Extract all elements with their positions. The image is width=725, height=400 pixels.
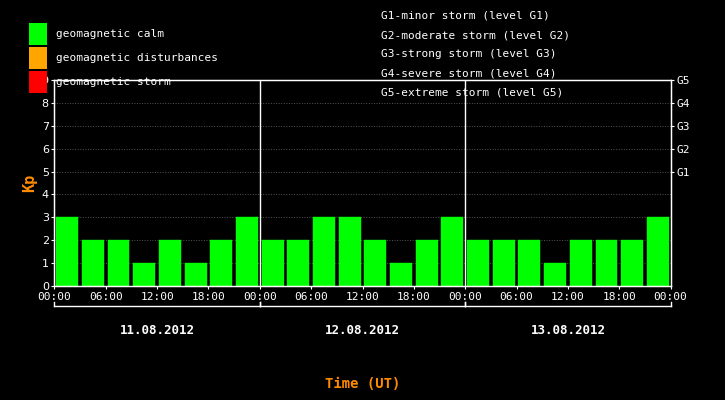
Bar <box>159 240 181 286</box>
Bar <box>493 240 515 286</box>
Bar <box>544 263 566 286</box>
Text: 13.08.2012: 13.08.2012 <box>531 324 605 336</box>
Text: 11.08.2012: 11.08.2012 <box>120 324 194 336</box>
Bar <box>313 217 335 286</box>
Bar <box>442 217 463 286</box>
Bar <box>390 263 412 286</box>
Bar <box>621 240 643 286</box>
Bar <box>210 240 232 286</box>
Bar <box>595 240 618 286</box>
Bar <box>365 240 386 286</box>
Text: G1-minor storm (level G1): G1-minor storm (level G1) <box>381 11 550 21</box>
Bar <box>236 217 258 286</box>
Text: geomagnetic calm: geomagnetic calm <box>56 29 164 39</box>
Text: 12.08.2012: 12.08.2012 <box>325 324 400 336</box>
Text: G3-strong storm (level G3): G3-strong storm (level G3) <box>381 49 556 59</box>
Bar <box>185 263 207 286</box>
Bar <box>57 217 78 286</box>
Bar <box>467 240 489 286</box>
Y-axis label: Kp: Kp <box>22 174 38 192</box>
Text: geomagnetic storm: geomagnetic storm <box>56 77 170 87</box>
Bar <box>82 240 104 286</box>
Text: G4-severe storm (level G4): G4-severe storm (level G4) <box>381 69 556 78</box>
Bar <box>133 263 155 286</box>
Bar <box>647 217 668 286</box>
Bar <box>570 240 592 286</box>
Text: G5-extreme storm (level G5): G5-extreme storm (level G5) <box>381 88 563 98</box>
Bar <box>339 217 360 286</box>
Bar <box>287 240 310 286</box>
Bar <box>107 240 130 286</box>
Bar <box>518 240 540 286</box>
Bar <box>415 240 438 286</box>
Text: G2-moderate storm (level G2): G2-moderate storm (level G2) <box>381 30 570 40</box>
Text: geomagnetic disturbances: geomagnetic disturbances <box>56 53 217 63</box>
Text: Time (UT): Time (UT) <box>325 377 400 391</box>
Bar <box>262 240 283 286</box>
